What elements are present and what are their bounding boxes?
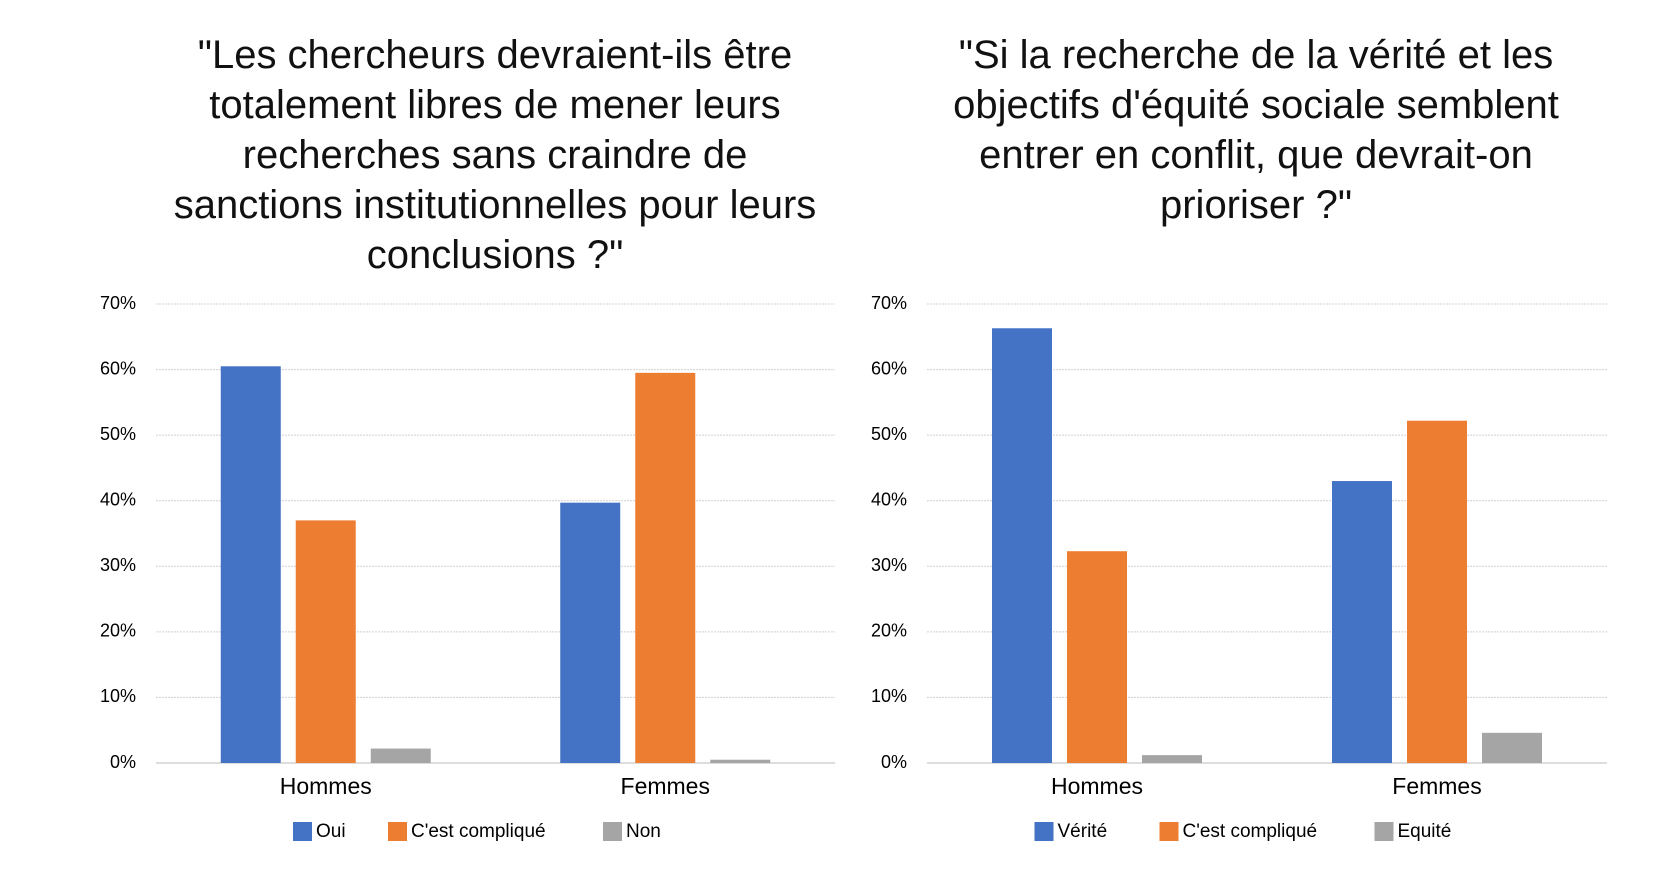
- legend-swatch: [603, 822, 622, 841]
- y-tick-label: 60%: [871, 358, 907, 378]
- legend-label: Equité: [1398, 821, 1452, 842]
- legend-label: C'est compliqué: [411, 821, 546, 842]
- legend-swatch: [1034, 822, 1054, 841]
- bar: [710, 759, 771, 763]
- x-tick-label: Femmes: [621, 773, 710, 799]
- bar: [1142, 755, 1202, 763]
- bar: [370, 748, 431, 763]
- y-tick-label: 0%: [110, 752, 136, 772]
- y-tick-label: 40%: [100, 489, 136, 509]
- chart-title: "Les chercheurs devraient-ils être total…: [173, 33, 817, 277]
- bar: [1332, 481, 1392, 763]
- y-tick-label: 10%: [100, 686, 136, 706]
- legend-label: Non: [626, 821, 661, 842]
- bar: [1407, 420, 1467, 763]
- y-tick-label: 50%: [871, 424, 907, 444]
- chart-title: "Si la recherche de la vérité et les obj…: [953, 33, 1559, 227]
- y-tick-label: 40%: [871, 489, 907, 509]
- bar: [1067, 551, 1127, 763]
- legend-swatch: [293, 822, 312, 841]
- legend-swatch: [1374, 822, 1394, 841]
- x-tick-label: Hommes: [280, 773, 372, 799]
- x-tick-label: Femmes: [1392, 773, 1481, 799]
- y-tick-label: 20%: [871, 621, 907, 641]
- y-tick-label: 50%: [100, 424, 136, 444]
- y-tick-label: 10%: [871, 686, 907, 706]
- y-tick-label: 0%: [881, 752, 907, 772]
- y-tick-label: 30%: [100, 555, 136, 575]
- legend-label: Oui: [316, 821, 346, 842]
- legend-swatch: [388, 822, 407, 841]
- y-tick-label: 70%: [871, 293, 907, 313]
- legend-label: Vérité: [1058, 821, 1108, 842]
- y-tick-label: 30%: [871, 555, 907, 575]
- bar: [635, 372, 696, 763]
- bar: [992, 328, 1052, 763]
- bar: [220, 366, 281, 763]
- bar: [560, 502, 621, 763]
- legend-label: C'est compliqué: [1183, 821, 1318, 842]
- bar: [295, 520, 356, 763]
- y-tick-label: 70%: [100, 293, 136, 313]
- x-tick-label: Hommes: [1051, 773, 1143, 799]
- legend-swatch: [1159, 822, 1179, 841]
- y-tick-label: 20%: [100, 621, 136, 641]
- y-tick-label: 60%: [100, 358, 136, 378]
- bar: [1482, 732, 1542, 763]
